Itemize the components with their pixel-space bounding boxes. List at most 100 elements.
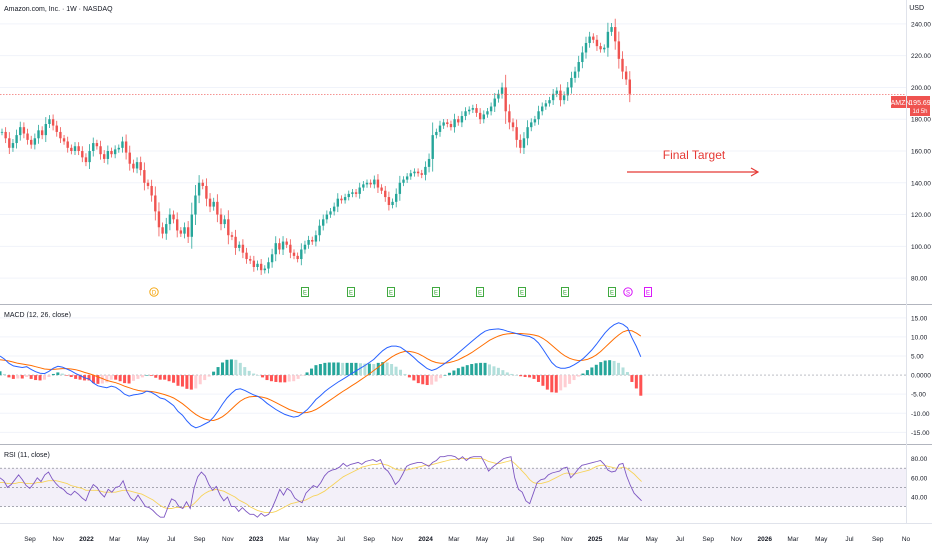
candle	[227, 210, 230, 245]
macd-hist-bar	[136, 375, 140, 379]
candle-body	[442, 122, 445, 126]
macd-hist-bar	[256, 375, 260, 376]
candle	[314, 230, 318, 247]
time-tick-label: Mar	[109, 536, 121, 543]
candle-body	[194, 195, 197, 215]
candle-body	[584, 42, 588, 53]
macd-hist-bar	[2, 373, 6, 376]
macd-hist-bar	[559, 375, 563, 391]
badge-ticker-bg	[891, 96, 910, 108]
macd-hist-bar	[447, 372, 451, 376]
candle	[322, 214, 325, 231]
candle-body	[537, 111, 540, 120]
candle	[522, 132, 526, 155]
macd-hist-bar	[20, 375, 24, 379]
candle-body	[300, 249, 303, 260]
candle	[391, 198, 394, 209]
macd-histogram	[0, 359, 643, 396]
candle-body	[51, 119, 55, 126]
rsi-tick-label: 60.00	[911, 475, 928, 482]
candle-body	[270, 254, 274, 263]
event-marker: E	[608, 287, 616, 297]
macd-hist-bar	[140, 375, 144, 378]
candle-body	[157, 211, 161, 228]
candle	[103, 150, 106, 163]
candle-body	[340, 198, 343, 201]
final-target-annotation[interactable]: Final Target	[627, 148, 760, 177]
candle	[581, 46, 584, 69]
candle	[573, 66, 577, 83]
candle	[22, 122, 26, 139]
rsi-tick-label: 80.00	[911, 456, 928, 463]
candle-body	[70, 147, 73, 151]
macd-hist-bar	[439, 375, 443, 379]
macd-hist-bar	[390, 364, 394, 376]
candle	[44, 117, 47, 143]
candle	[208, 193, 212, 213]
candle	[526, 120, 529, 146]
candle-body	[146, 182, 150, 186]
time-tick-label: May	[646, 536, 659, 543]
candle-body	[570, 77, 573, 88]
candle-body	[519, 139, 522, 148]
candle-body	[48, 119, 51, 124]
macd-hist-bar	[376, 362, 380, 376]
macd-hist-bar	[630, 375, 634, 382]
macd-hist-bar	[74, 375, 78, 379]
macd-hist-bar	[496, 367, 500, 376]
time-tick-label: Sep	[363, 536, 375, 543]
macd-hist-bar	[536, 375, 540, 382]
candle-body	[22, 127, 26, 134]
candle	[37, 124, 40, 144]
candle-body	[511, 122, 515, 128]
candle-body	[33, 138, 37, 145]
macd-hist-bar	[269, 375, 273, 382]
macd-hist-bar	[399, 369, 402, 376]
candle	[55, 120, 58, 137]
candle-body	[358, 187, 361, 194]
macd-hist-bar	[332, 362, 336, 376]
macd-hist-bar	[225, 359, 229, 376]
candle	[555, 87, 558, 98]
candle-body	[230, 235, 234, 237]
time-tick-label: Sep	[702, 536, 714, 543]
currency-label: USD	[909, 5, 924, 12]
candle	[186, 221, 190, 243]
event-marker: S	[623, 287, 633, 297]
macd-hist-bar	[7, 375, 11, 378]
macd-title: MACD (12, 26, close)	[4, 312, 71, 319]
candle	[99, 140, 102, 160]
candle-body	[325, 214, 329, 220]
candle	[376, 174, 380, 194]
candle	[351, 188, 354, 198]
macd-hist-bar	[167, 375, 171, 382]
candle-body	[446, 122, 449, 124]
candle-body	[216, 201, 219, 215]
candle	[197, 175, 201, 204]
candle	[435, 128, 438, 139]
candle	[234, 229, 237, 255]
candle	[77, 142, 80, 156]
candle-body	[259, 263, 263, 271]
candle	[157, 202, 161, 237]
candle-body	[311, 239, 314, 242]
macd-hist-bar	[483, 362, 487, 376]
candle-body	[522, 138, 526, 148]
time-tick-label: 2023	[249, 536, 264, 543]
candle-body	[624, 71, 628, 80]
macd-tick-label: 0.0000	[911, 373, 931, 380]
candle	[4, 127, 7, 144]
candle	[497, 89, 500, 103]
macd-hist-bar	[634, 375, 638, 389]
candle	[508, 104, 511, 130]
candle-body	[8, 138, 11, 148]
candle	[387, 191, 391, 211]
time-tick-label: May	[476, 536, 489, 543]
candle	[48, 115, 51, 129]
macd-hist-bar	[47, 375, 51, 377]
badge-price: 195.69	[909, 100, 931, 107]
candle-body	[168, 214, 172, 225]
event-marker: E	[561, 287, 569, 297]
